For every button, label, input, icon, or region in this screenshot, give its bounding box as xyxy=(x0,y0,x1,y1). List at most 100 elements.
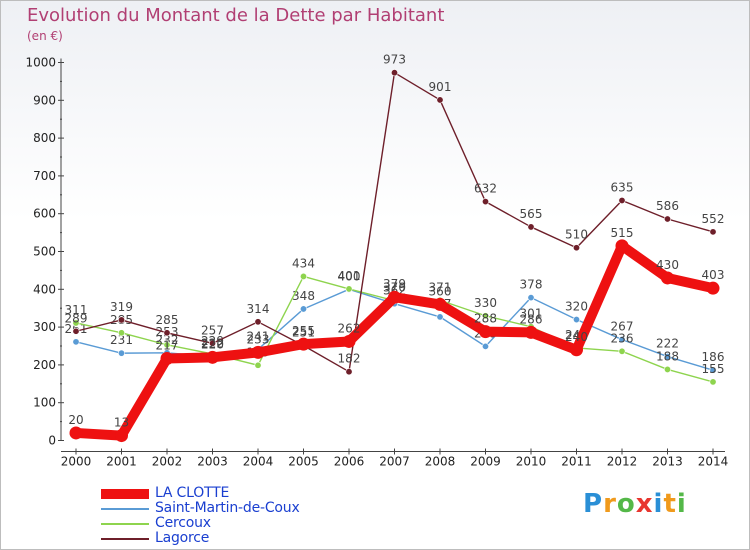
data-point-lagorce xyxy=(72,327,80,335)
y-tick-label: 100 xyxy=(33,396,56,410)
data-label-saint-martin-de-coux: 320 xyxy=(565,300,588,314)
data-point-saint-martin-de-coux xyxy=(572,316,580,324)
logo-letter: x xyxy=(635,489,654,519)
data-point-la-clotte xyxy=(251,345,265,359)
data-point-lagorce xyxy=(254,318,262,326)
data-point-la-clotte xyxy=(615,239,629,253)
data-label-lagorce: 319 xyxy=(110,300,133,314)
data-point-saint-martin-de-coux xyxy=(663,353,671,361)
legend-swatch-saint-martin-de-coux xyxy=(101,507,149,510)
data-label-lagorce: 285 xyxy=(156,313,179,327)
data-label-lagorce: 901 xyxy=(429,80,452,94)
legend-label-lagorce: Lagorce xyxy=(155,530,210,546)
data-label-lagorce: 565 xyxy=(520,207,543,221)
data-label-lagorce: 289 xyxy=(65,311,88,325)
data-label-lagorce: 510 xyxy=(565,228,588,242)
data-point-la-clotte xyxy=(706,281,720,295)
proxiti-logo: Proxiti xyxy=(583,489,687,519)
y-tick-label: 300 xyxy=(33,320,56,334)
data-point-cercoux xyxy=(481,312,489,320)
data-label-la-clotte: 360 xyxy=(429,284,452,298)
data-label-cercoux: 155 xyxy=(702,362,725,376)
data-point-la-clotte xyxy=(479,325,492,339)
data-point-cercoux xyxy=(163,341,171,349)
data-label-saint-martin-de-coux: 400 xyxy=(338,269,361,283)
data-label-saint-martin-de-coux: 231 xyxy=(110,333,133,347)
data-label-saint-martin-de-coux: 348 xyxy=(292,289,315,303)
x-tick-label: 2007 xyxy=(379,455,410,469)
data-label-cercoux: 311 xyxy=(65,303,88,317)
x-tick-label: 2009 xyxy=(470,455,501,469)
data-point-la-clotte xyxy=(661,271,674,285)
data-label-la-clotte: 286 xyxy=(520,312,543,326)
data-point-la-clotte xyxy=(388,290,401,304)
data-point-cercoux xyxy=(72,319,80,327)
data-point-la-clotte xyxy=(570,343,583,357)
data-point-cercoux xyxy=(118,329,126,337)
data-label-cercoux: 188 xyxy=(656,349,679,363)
data-label-cercoux: 371 xyxy=(429,280,452,294)
data-point-lagorce xyxy=(163,329,171,337)
x-tick-label: 2002 xyxy=(152,455,183,469)
data-label-cercoux: 434 xyxy=(292,256,315,270)
legend-label-la-clotte: LA CLOTTE xyxy=(155,485,230,501)
data-point-saint-martin-de-coux xyxy=(709,366,717,374)
data-point-lagorce xyxy=(118,316,126,324)
data-point-lagorce xyxy=(436,96,444,104)
data-point-lagorce xyxy=(209,339,217,347)
data-label-la-clotte: 13 xyxy=(114,416,129,430)
data-point-la-clotte xyxy=(524,325,538,339)
chart-subtitle: (en €) xyxy=(27,29,63,43)
chart-title: Evolution du Montant de la Dette par Hab… xyxy=(27,5,445,26)
x-tick-label: 2011 xyxy=(561,455,592,469)
x-tick-label: 2005 xyxy=(288,455,319,469)
data-point-la-clotte xyxy=(297,337,310,351)
data-label-la-clotte: 379 xyxy=(383,277,406,291)
y-tick-label: 800 xyxy=(33,131,56,145)
data-label-cercoux: 236 xyxy=(611,331,634,345)
data-point-lagorce xyxy=(618,196,626,204)
x-tick-label: 2014 xyxy=(698,455,729,469)
x-tick-label: 2000 xyxy=(61,455,92,469)
legend-label-cercoux: Cercoux xyxy=(155,515,211,531)
data-label-la-clotte: 217 xyxy=(156,338,179,352)
data-label-la-clotte: 233 xyxy=(247,332,270,346)
logo-letter: i xyxy=(676,489,687,519)
data-point-la-clotte xyxy=(160,351,174,365)
legend-swatch-lagorce xyxy=(101,537,149,540)
data-label-la-clotte: 20 xyxy=(68,413,83,427)
data-point-la-clotte xyxy=(115,429,128,443)
data-point-cercoux xyxy=(709,378,717,386)
data-point-la-clotte xyxy=(206,350,219,364)
data-label-cercoux: 370 xyxy=(383,281,406,295)
data-label-saint-martin-de-coux: 186 xyxy=(702,350,725,364)
data-point-cercoux xyxy=(345,285,353,293)
x-tick-label: 2013 xyxy=(652,455,683,469)
data-label-lagorce: 182 xyxy=(338,352,361,366)
x-tick-label: 2001 xyxy=(106,455,137,469)
data-label-cercoux: 301 xyxy=(520,307,543,321)
data-point-cercoux xyxy=(618,347,626,355)
y-tick-label: 0 xyxy=(48,434,56,448)
y-tick-label: 200 xyxy=(33,358,56,372)
logo-letter: t xyxy=(663,489,677,519)
data-label-lagorce: 973 xyxy=(383,53,406,67)
data-point-saint-martin-de-coux xyxy=(481,342,489,350)
y-tick-label: 1000 xyxy=(25,56,56,70)
data-point-saint-martin-de-coux xyxy=(527,294,535,302)
data-point-cercoux xyxy=(299,272,307,280)
logo-letter: o xyxy=(616,489,636,519)
data-point-lagorce xyxy=(572,244,580,252)
x-tick-label: 2004 xyxy=(243,455,274,469)
x-tick-label: 2010 xyxy=(516,455,547,469)
legend-swatch-la-clotte xyxy=(101,488,149,499)
data-label-cercoux: 401 xyxy=(338,269,361,283)
data-point-saint-martin-de-coux xyxy=(436,313,444,321)
data-point-lagorce xyxy=(709,228,717,236)
data-label-lagorce: 586 xyxy=(656,199,679,213)
data-label-lagorce: 552 xyxy=(702,212,725,226)
y-tick-label: 600 xyxy=(33,207,56,221)
data-label-la-clotte: 430 xyxy=(656,258,679,272)
data-label-lagorce: 314 xyxy=(247,302,270,316)
legend-swatch-cercoux xyxy=(101,522,149,525)
